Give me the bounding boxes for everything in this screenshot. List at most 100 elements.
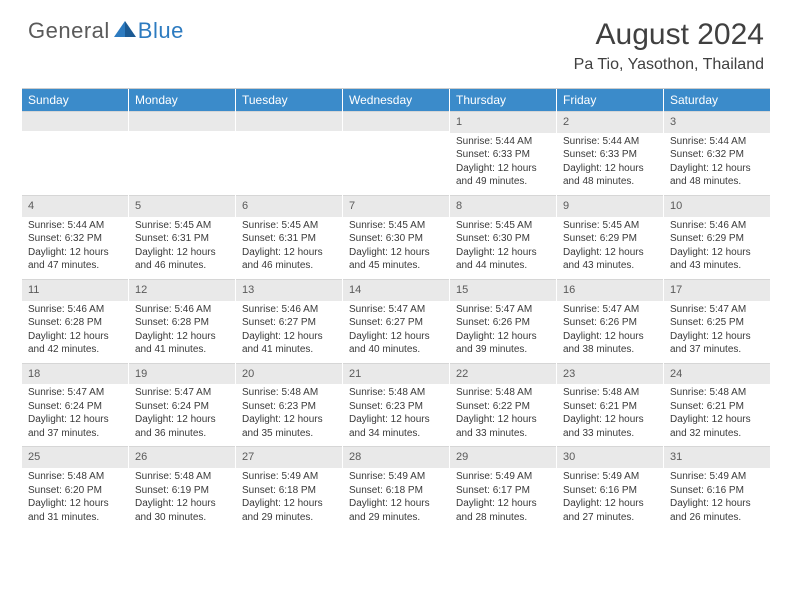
sunset-text: Sunset: 6:32 PM	[28, 232, 122, 246]
day-body: Sunrise: 5:45 AMSunset: 6:30 PMDaylight:…	[343, 217, 449, 273]
sunrise-text: Sunrise: 5:48 AM	[349, 386, 443, 400]
weekday-header-row: Sunday Monday Tuesday Wednesday Thursday…	[22, 89, 770, 111]
sunset-text: Sunset: 6:27 PM	[349, 316, 443, 330]
sunrise-text: Sunrise: 5:44 AM	[456, 135, 550, 149]
location-text: Pa Tio, Yasothon, Thailand	[574, 56, 764, 74]
sunset-text: Sunset: 6:23 PM	[242, 400, 336, 414]
day-body: Sunrise: 5:47 AMSunset: 6:24 PMDaylight:…	[22, 384, 128, 440]
day-cell: 8Sunrise: 5:45 AMSunset: 6:30 PMDaylight…	[450, 195, 557, 279]
day-number: 23	[557, 363, 663, 385]
sunrise-text: Sunrise: 5:48 AM	[28, 470, 122, 484]
day-cell: 19Sunrise: 5:47 AMSunset: 6:24 PMDayligh…	[129, 363, 236, 447]
day-number	[129, 111, 235, 131]
daylight-text: Daylight: 12 hours and 34 minutes.	[349, 413, 443, 440]
day-body: Sunrise: 5:47 AMSunset: 6:26 PMDaylight:…	[450, 301, 556, 357]
sunrise-text: Sunrise: 5:44 AM	[670, 135, 764, 149]
sunrise-text: Sunrise: 5:49 AM	[456, 470, 550, 484]
day-number: 9	[557, 195, 663, 217]
sunset-text: Sunset: 6:23 PM	[349, 400, 443, 414]
sunrise-text: Sunrise: 5:45 AM	[349, 219, 443, 233]
sunrise-text: Sunrise: 5:47 AM	[456, 303, 550, 317]
day-cell: 10Sunrise: 5:46 AMSunset: 6:29 PMDayligh…	[664, 195, 770, 279]
day-number: 31	[664, 446, 770, 468]
sunrise-text: Sunrise: 5:45 AM	[242, 219, 336, 233]
daylight-text: Daylight: 12 hours and 35 minutes.	[242, 413, 336, 440]
sunset-text: Sunset: 6:31 PM	[135, 232, 229, 246]
day-number: 24	[664, 363, 770, 385]
day-body: Sunrise: 5:48 AMSunset: 6:23 PMDaylight:…	[236, 384, 342, 440]
day-cell: 1Sunrise: 5:44 AMSunset: 6:33 PMDaylight…	[450, 111, 557, 195]
daylight-text: Daylight: 12 hours and 46 minutes.	[135, 246, 229, 273]
day-number: 20	[236, 363, 342, 385]
header: General Blue August 2024 Pa Tio, Yasotho…	[0, 0, 792, 80]
day-cell: 22Sunrise: 5:48 AMSunset: 6:22 PMDayligh…	[450, 363, 557, 447]
daylight-text: Daylight: 12 hours and 37 minutes.	[670, 330, 764, 357]
day-body: Sunrise: 5:48 AMSunset: 6:20 PMDaylight:…	[22, 468, 128, 524]
daylight-text: Daylight: 12 hours and 48 minutes.	[670, 162, 764, 189]
day-body: Sunrise: 5:47 AMSunset: 6:27 PMDaylight:…	[343, 301, 449, 357]
day-body: Sunrise: 5:46 AMSunset: 6:27 PMDaylight:…	[236, 301, 342, 357]
day-number: 13	[236, 279, 342, 301]
page-title: August 2024	[574, 18, 764, 52]
sunset-text: Sunset: 6:28 PM	[28, 316, 122, 330]
daylight-text: Daylight: 12 hours and 30 minutes.	[135, 497, 229, 524]
day-body: Sunrise: 5:48 AMSunset: 6:21 PMDaylight:…	[557, 384, 663, 440]
day-cell: 17Sunrise: 5:47 AMSunset: 6:25 PMDayligh…	[664, 279, 770, 363]
daylight-text: Daylight: 12 hours and 47 minutes.	[28, 246, 122, 273]
day-body: Sunrise: 5:45 AMSunset: 6:31 PMDaylight:…	[129, 217, 235, 273]
day-cell: 6Sunrise: 5:45 AMSunset: 6:31 PMDaylight…	[236, 195, 343, 279]
sunset-text: Sunset: 6:30 PM	[456, 232, 550, 246]
week-row: 11Sunrise: 5:46 AMSunset: 6:28 PMDayligh…	[22, 279, 770, 363]
sunset-text: Sunset: 6:26 PM	[563, 316, 657, 330]
sunrise-text: Sunrise: 5:47 AM	[28, 386, 122, 400]
day-cell: 29Sunrise: 5:49 AMSunset: 6:17 PMDayligh…	[450, 446, 557, 530]
day-cell: 7Sunrise: 5:45 AMSunset: 6:30 PMDaylight…	[343, 195, 450, 279]
day-body: Sunrise: 5:44 AMSunset: 6:33 PMDaylight:…	[450, 133, 556, 189]
weekday-header: Thursday	[450, 89, 557, 111]
daylight-text: Daylight: 12 hours and 43 minutes.	[563, 246, 657, 273]
weekday-header: Friday	[557, 89, 664, 111]
day-body: Sunrise: 5:49 AMSunset: 6:17 PMDaylight:…	[450, 468, 556, 524]
day-cell: 27Sunrise: 5:49 AMSunset: 6:18 PMDayligh…	[236, 446, 343, 530]
brand-logo: General Blue	[28, 18, 184, 44]
day-body: Sunrise: 5:45 AMSunset: 6:29 PMDaylight:…	[557, 217, 663, 273]
week-row: 4Sunrise: 5:44 AMSunset: 6:32 PMDaylight…	[22, 195, 770, 279]
day-body: Sunrise: 5:46 AMSunset: 6:29 PMDaylight:…	[664, 217, 770, 273]
day-number: 18	[22, 363, 128, 385]
day-body: Sunrise: 5:47 AMSunset: 6:24 PMDaylight:…	[129, 384, 235, 440]
sunset-text: Sunset: 6:21 PM	[670, 400, 764, 414]
weekday-header: Saturday	[664, 89, 770, 111]
day-number: 10	[664, 195, 770, 217]
day-number: 30	[557, 446, 663, 468]
day-cell: 14Sunrise: 5:47 AMSunset: 6:27 PMDayligh…	[343, 279, 450, 363]
sunrise-text: Sunrise: 5:46 AM	[135, 303, 229, 317]
sunrise-text: Sunrise: 5:46 AM	[242, 303, 336, 317]
day-body: Sunrise: 5:45 AMSunset: 6:30 PMDaylight:…	[450, 217, 556, 273]
sunset-text: Sunset: 6:31 PM	[242, 232, 336, 246]
day-number: 28	[343, 446, 449, 468]
calendar: Sunday Monday Tuesday Wednesday Thursday…	[22, 88, 770, 530]
daylight-text: Daylight: 12 hours and 42 minutes.	[28, 330, 122, 357]
day-body: Sunrise: 5:47 AMSunset: 6:25 PMDaylight:…	[664, 301, 770, 357]
sunrise-text: Sunrise: 5:45 AM	[456, 219, 550, 233]
day-cell: 4Sunrise: 5:44 AMSunset: 6:32 PMDaylight…	[22, 195, 129, 279]
day-body: Sunrise: 5:45 AMSunset: 6:31 PMDaylight:…	[236, 217, 342, 273]
day-number	[236, 111, 342, 131]
daylight-text: Daylight: 12 hours and 31 minutes.	[28, 497, 122, 524]
day-cell	[22, 111, 129, 195]
day-cell: 16Sunrise: 5:47 AMSunset: 6:26 PMDayligh…	[557, 279, 664, 363]
daylight-text: Daylight: 12 hours and 48 minutes.	[563, 162, 657, 189]
sunrise-text: Sunrise: 5:48 AM	[135, 470, 229, 484]
sunrise-text: Sunrise: 5:47 AM	[349, 303, 443, 317]
day-number	[343, 111, 449, 131]
sunset-text: Sunset: 6:24 PM	[135, 400, 229, 414]
day-number: 12	[129, 279, 235, 301]
day-number: 7	[343, 195, 449, 217]
weekday-header: Monday	[129, 89, 236, 111]
sunset-text: Sunset: 6:19 PM	[135, 484, 229, 498]
daylight-text: Daylight: 12 hours and 27 minutes.	[563, 497, 657, 524]
day-body: Sunrise: 5:48 AMSunset: 6:22 PMDaylight:…	[450, 384, 556, 440]
day-body: Sunrise: 5:47 AMSunset: 6:26 PMDaylight:…	[557, 301, 663, 357]
sunset-text: Sunset: 6:21 PM	[563, 400, 657, 414]
day-body: Sunrise: 5:49 AMSunset: 6:18 PMDaylight:…	[343, 468, 449, 524]
